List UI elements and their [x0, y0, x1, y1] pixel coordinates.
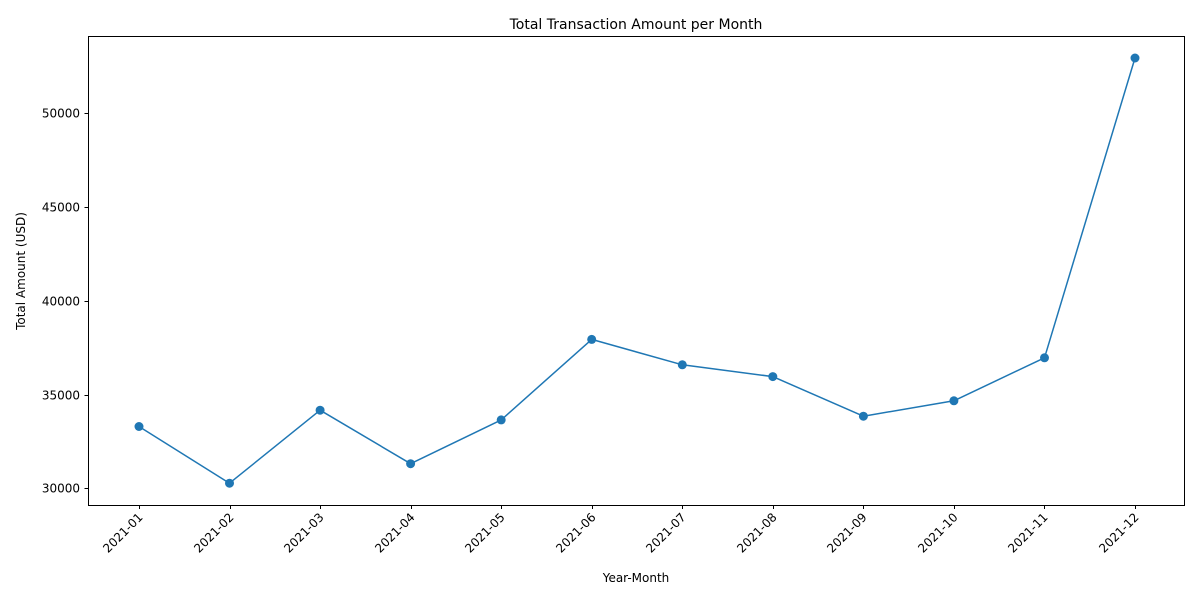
y-tick-label: 30000 [42, 482, 80, 496]
y-axis-label: Total Amount (USD) [14, 212, 28, 331]
x-tick-label: 2021-03 [281, 510, 326, 555]
data-point [315, 405, 325, 415]
x-tick-label: 2021-07 [643, 510, 688, 555]
data-point [225, 478, 234, 488]
data-point [1130, 53, 1140, 63]
x-tick-label: 2021-01 [100, 510, 145, 555]
x-tick-label: 2021-11 [1005, 510, 1050, 555]
plot-frame [88, 36, 1185, 506]
series-layer [134, 53, 1140, 488]
y-tick-label: 40000 [42, 295, 80, 309]
data-point [768, 372, 778, 382]
data-point [858, 411, 868, 421]
y-tick-label: 45000 [42, 201, 80, 215]
y-tick-label: 50000 [42, 107, 80, 121]
x-tick-label: 2021-10 [915, 510, 960, 555]
data-point [134, 422, 144, 431]
x-tick-label: 2021-05 [462, 510, 507, 555]
data-point [406, 459, 416, 469]
data-point [587, 334, 597, 344]
x-tick-label: 2021-12 [1096, 510, 1141, 555]
x-tick-label: 2021-09 [824, 510, 869, 555]
data-point [1040, 353, 1049, 363]
x-tick-label: 2021-06 [553, 510, 598, 555]
y-tick-label: 35000 [42, 389, 80, 403]
series-line [138, 57, 1136, 484]
chart-title: Total Transaction Amount per Month [509, 17, 763, 33]
data-point [949, 396, 959, 406]
data-point [496, 415, 506, 425]
x-axis-label: Year-Month [602, 571, 670, 585]
x-tick-label: 2021-02 [191, 510, 236, 555]
x-tick-label: 2021-08 [734, 510, 779, 555]
x-tick-label: 2021-04 [372, 510, 417, 555]
x-axis: 2021-01 2021-02 2021-03 2021-04 2021-05 2021-… [100, 505, 1142, 556]
y-axis: 30000 35000 40000 45000 50000 [42, 107, 88, 496]
data-point [677, 360, 687, 370]
